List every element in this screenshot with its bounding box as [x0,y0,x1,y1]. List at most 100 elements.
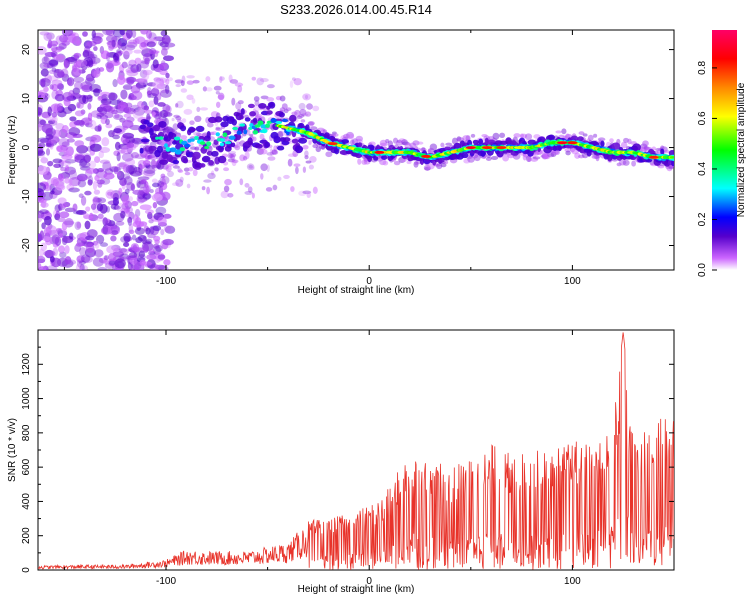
heatmap-blob [69,116,77,122]
heatmap-blob [38,123,43,132]
heatmap-blob [123,113,132,118]
heatmap-blob [38,146,44,156]
heatmap-blob [74,110,85,117]
heatmap-blob [92,196,99,206]
heatmap-blob [62,220,75,226]
heatmap-blob [259,78,269,83]
heatmap-blob [55,123,65,130]
heatmap-blob [176,119,182,123]
heatmap-blob [582,133,588,137]
heatmap-blob [63,150,72,158]
heatmap-blob [65,57,78,64]
heatmap-blob [75,210,87,215]
spectrogram-ylabel: Frequency (Hz) [7,116,18,185]
heatmap-blob [96,197,107,204]
heatmap-blob [92,240,99,246]
heatmap-blob [302,190,312,195]
heatmap-blob [127,39,138,45]
heatmap-blob [593,133,598,138]
heatmap-blob [298,137,308,144]
heatmap-blob [278,112,285,118]
heatmap-blob [307,137,312,146]
heatmap-blob [154,187,161,195]
heatmap-blob [68,187,80,193]
heatmap-blob [302,166,307,173]
heatmap-blob [89,119,97,130]
heatmap-blob [106,245,118,254]
heatmap-blob [600,140,605,148]
heatmap-blob [120,210,126,219]
heatmap-blob [66,138,75,143]
heatmap-blob [293,78,302,86]
heatmap-blob [302,145,309,150]
heatmap-blob [251,76,257,81]
heatmap-blob [38,191,46,199]
heatmap-blob [43,227,52,237]
heatmap-blob [266,84,275,89]
heatmap-blob [220,190,229,199]
heatmap-blob [105,118,110,125]
heatmap-blob [239,178,244,186]
heatmap-blob [181,75,186,84]
heatmap-blob [302,93,311,101]
y-tick-label: 1000 [21,387,32,410]
heatmap-blob [49,139,58,146]
heatmap-blob [158,181,165,188]
heatmap-blob [88,160,97,169]
heatmap-blob [283,108,289,114]
heatmap-blob [114,258,126,269]
heatmap-blob [123,232,131,243]
heatmap-blob [83,213,90,219]
heatmap-blob [146,41,156,48]
heatmap-blob [137,176,150,181]
heatmap-blob [175,103,179,108]
heatmap-blob [211,170,215,176]
heatmap-blob [39,248,45,257]
heatmap-blob [161,178,166,186]
heatmap-blob [94,125,102,132]
heatmap-blob [97,213,104,219]
heatmap-blob [465,146,476,150]
heatmap-blob [140,30,149,35]
heatmap-blob [61,141,70,148]
heatmap-blob [50,103,62,113]
heatmap-blob [96,179,105,185]
heatmap-blob [215,127,222,131]
heatmap-blob [117,40,122,50]
heatmap-blob [96,114,102,120]
heatmap-blob [75,263,82,270]
heatmap-blob [43,250,56,258]
heatmap-blob [276,145,285,151]
heatmap-blob [112,134,120,140]
heatmap-blob [148,145,157,151]
heatmap-blob [138,77,148,86]
heatmap-blob [611,142,621,150]
heatmap-blob [272,184,278,191]
heatmap-blob [304,94,309,100]
heatmap-blob [113,166,119,175]
heatmap-blob [252,130,259,135]
heatmap-blob [133,166,141,172]
heatmap-blob [298,102,306,110]
heatmap-blob [43,32,53,42]
heatmap-blob [38,165,49,176]
x-tick-label: 0 [366,576,372,587]
heatmap-blob [151,193,163,202]
heatmap-blob [123,50,130,60]
heatmap-blob [53,104,59,114]
heatmap-blob [229,79,239,84]
heatmap-blob [59,211,70,219]
heatmap-blob [219,76,223,83]
heatmap-blob [273,136,281,144]
heatmap-blob [164,143,168,148]
y-tick-label: 0 [21,144,32,150]
heatmap-blob [671,159,674,167]
heatmap-blob [204,145,210,150]
heatmap-blob [207,172,216,180]
heatmap-blob [113,55,121,63]
heatmap-blob [64,159,77,164]
heatmap-blob [277,176,282,181]
heatmap-blob [41,123,53,134]
